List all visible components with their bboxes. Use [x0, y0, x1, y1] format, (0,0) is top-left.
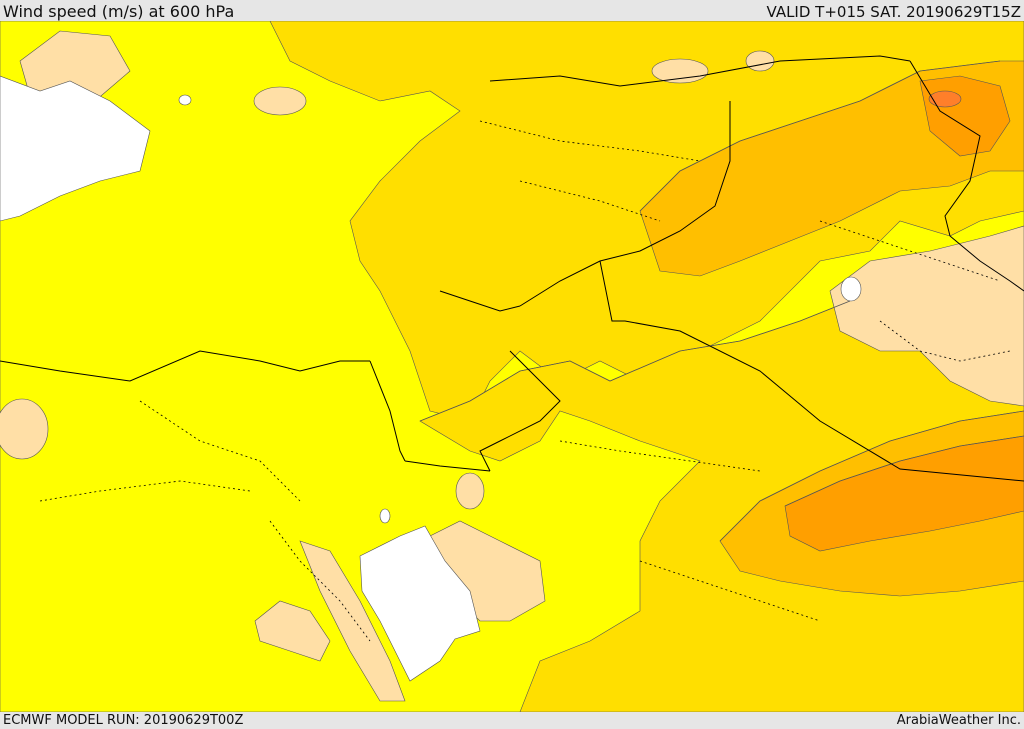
small-water-body: [178, 94, 192, 106]
mediterranean-sea-east: [0, 75, 151, 222]
band-peak-spot: [928, 90, 962, 108]
admin-boundaries: [39, 120, 1011, 642]
wind-contours: [419, 60, 1024, 542]
band-lowest-patch-w: [0, 398, 49, 460]
inland-lake: [840, 276, 862, 302]
valid-time-label: VALID T+015 SAT. 20190629T15Z: [766, 3, 1021, 21]
band-lowest-patch-n: [651, 58, 709, 84]
model-run-label: ECMWF MODEL RUN: 20190629T00Z: [3, 713, 244, 728]
band-lowest-patch-aegean: [253, 86, 307, 116]
red-sea-basin: [359, 525, 481, 682]
map-title: Wind speed (m/s) at 600 hPa: [3, 2, 235, 21]
band-lowest-patch-e: [829, 225, 1024, 407]
country-borders: [0, 55, 1024, 482]
band-lowest-patch-ne2: [745, 50, 775, 72]
band-lowest-patch-gulf: [455, 472, 485, 510]
band-lowest-patch-sw: [254, 600, 331, 662]
header-bar: Wind speed (m/s) at 600 hPa VALID T+015 …: [0, 0, 1024, 21]
gulf-of-aqaba: [379, 508, 391, 524]
wind-speed-map-svg: [0, 21, 1024, 712]
weather-map[interactable]: [0, 21, 1024, 712]
band-lowest-patch-sinai: [299, 540, 406, 702]
credit-label: ArabiaWeather Inc.: [896, 713, 1021, 728]
footer-bar: ECMWF MODEL RUN: 20190629T00Z ArabiaWeat…: [0, 712, 1024, 729]
